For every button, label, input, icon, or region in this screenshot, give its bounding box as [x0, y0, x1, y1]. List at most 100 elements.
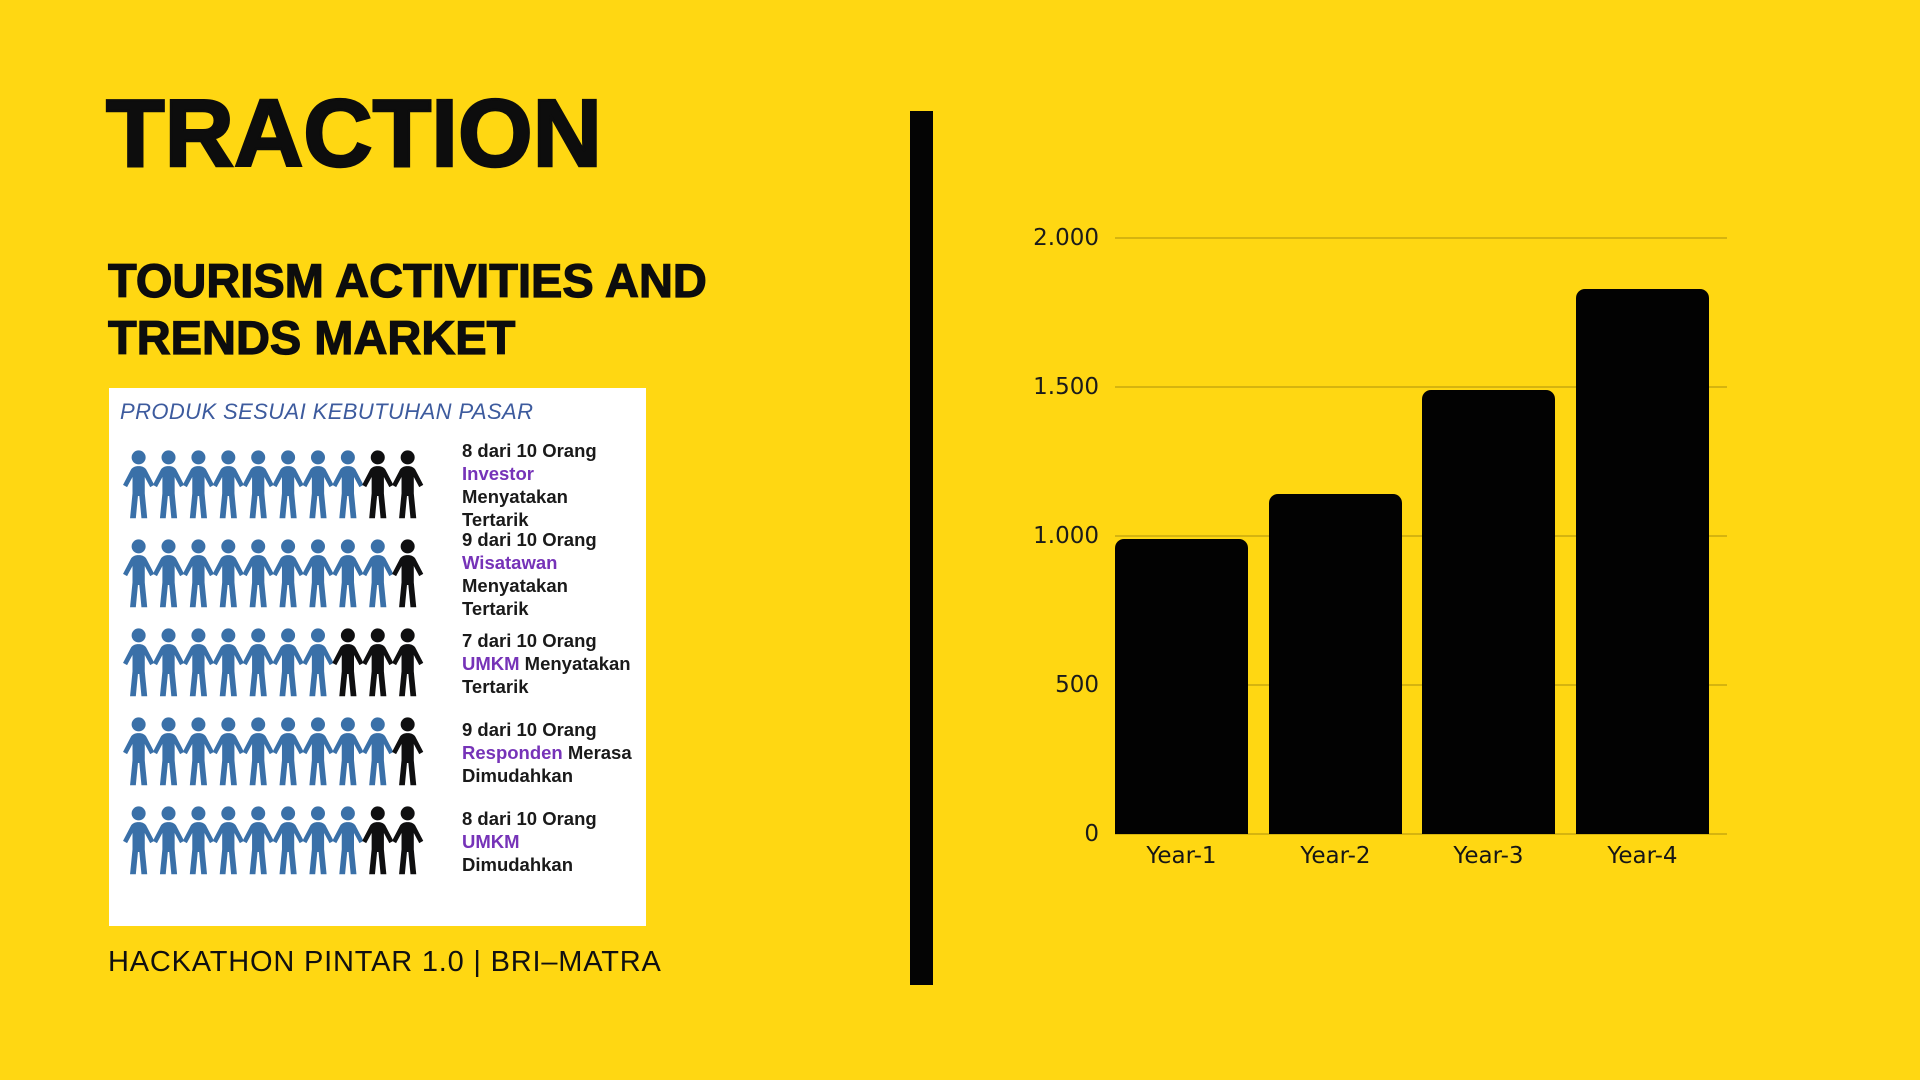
chart-bar-year-2: [1269, 494, 1402, 834]
row-caption: 7 dari 10 Orang UMKM Menyatakan Tertarik: [462, 629, 634, 698]
chart-y-tick-label: 2.000: [1033, 225, 1099, 251]
person-icon: [242, 450, 274, 519]
person-icons-row: [123, 717, 424, 786]
row-count-text: 8 dari 10 Orang: [462, 440, 597, 461]
person-icons-row: [123, 450, 424, 519]
person-icon: [182, 539, 215, 608]
person-icon: [392, 806, 424, 875]
slide-title: TRACTION: [105, 80, 603, 187]
person-icon: [152, 450, 185, 519]
row-detail-text: Responden Merasa Dimudahkan: [462, 741, 634, 787]
person-icon: [332, 539, 364, 608]
person-icon: [152, 717, 185, 786]
person-icons-row: [123, 806, 424, 875]
chart-y-tick-label: 0: [1084, 821, 1099, 847]
person-icon: [182, 450, 215, 519]
person-icon: [123, 450, 155, 519]
person-icon: [152, 806, 185, 875]
person-icon: [182, 806, 215, 875]
chart-gridline: [1115, 535, 1727, 537]
infographic-row: 8 dari 10 Orang UMKM Dimudahkan: [117, 803, 634, 879]
row-count-text: 8 dari 10 Orang: [462, 807, 597, 829]
person-icon: [392, 717, 424, 786]
row-keyword: UMKM: [462, 830, 520, 852]
person-icon: [272, 539, 304, 608]
chart-x-tick-label: Year-2: [1300, 843, 1371, 869]
row-detail-text: UMKM Menyatakan Tertarik: [462, 652, 634, 698]
person-icon: [302, 806, 334, 875]
chart-gridline: [1115, 833, 1727, 835]
person-icon: [212, 450, 244, 519]
row-detail-text: Wisatawan Menyatakan Tertarik: [462, 551, 634, 620]
chart-gridline: [1115, 237, 1727, 239]
person-icon: [123, 806, 155, 875]
person-icon: [242, 628, 274, 697]
row-caption: 8 dari 10 Orang UMKM Dimudahkan: [462, 807, 634, 876]
chart-gridline: [1115, 684, 1727, 686]
chart-x-tick-label: Year-4: [1607, 843, 1678, 869]
row-count-text: 9 dari 10 Orang: [462, 529, 597, 550]
row-keyword: Responden: [462, 741, 563, 763]
person-icons-row: [123, 628, 424, 697]
person-icon: [302, 539, 334, 608]
row-rest-text: Menyatakan Tertarik: [462, 575, 568, 619]
subtitle-line-2: TRENDS MARKET: [107, 310, 516, 364]
infographic-panel: PRODUK SESUAI KEBUTUHAN PASAR 8 dari 10 …: [109, 388, 646, 926]
row-caption: 8 dari 10 Orang Investor Menyatakan Terta…: [462, 439, 634, 531]
row-detail-text: Investor Menyatakan Tertarik: [462, 462, 634, 531]
person-icon: [392, 539, 424, 608]
chart-x-tick-label: Year-3: [1453, 843, 1524, 869]
person-icons-row: [123, 539, 424, 608]
person-icon: [362, 450, 394, 519]
person-icon: [242, 539, 274, 608]
row-rest-text: Merasa Dimudahkan: [462, 741, 632, 786]
chart-gridline: [1115, 386, 1727, 388]
row-keyword: Wisatawan: [462, 552, 558, 573]
person-icon: [182, 628, 215, 697]
person-icon: [272, 450, 304, 519]
person-icon: [272, 717, 304, 786]
person-icon: [302, 717, 334, 786]
person-icon: [362, 628, 394, 697]
person-icon: [212, 806, 244, 875]
person-icon: [152, 628, 185, 697]
infographic-row: 8 dari 10 Orang Investor Menyatakan Terta…: [117, 440, 634, 530]
person-icon: [212, 717, 244, 786]
row-rest-text: Menyatakan Tertarik: [462, 652, 631, 697]
person-icon: [362, 806, 394, 875]
person-icon: [212, 539, 244, 608]
row-detail-text: UMKM Dimudahkan: [462, 830, 634, 876]
infographic-row: 7 dari 10 Orang UMKM Menyatakan Tertarik: [117, 625, 634, 701]
chart-x-tick-label: Year-1: [1146, 843, 1217, 869]
row-rest-text: Dimudahkan: [462, 853, 574, 875]
row-count-text: 9 dari 10 Orang: [462, 718, 597, 740]
subtitle-line-1: TOURISM ACTIVITIES AND: [107, 253, 707, 307]
person-icon: [302, 628, 334, 697]
row-caption: 9 dari 10 Orang Wisatawan Menyatakan Tert…: [462, 528, 634, 620]
infographic-row: 9 dari 10 Orang Wisatawan Menyatakan Tert…: [117, 529, 634, 619]
bar-chart-plot: 0 500 1.000 1.500 2.000 Year-1 Year-2 Year-3 Yea…: [1033, 225, 1727, 869]
row-keyword: Investor: [462, 463, 534, 484]
person-icon: [123, 717, 155, 786]
infographic-rows: 8 dari 10 Orang Investor Menyatakan Terta…: [117, 440, 634, 879]
person-icon: [182, 717, 215, 786]
person-icon: [272, 806, 304, 875]
footer-credit: HACKATHON PINTAR 1.0 | BRI–MATRA: [108, 946, 662, 978]
chart-bar-year-4: [1576, 289, 1709, 834]
person-icon: [362, 717, 394, 786]
person-icon: [332, 450, 364, 519]
person-icon: [242, 806, 274, 875]
person-icon: [362, 539, 394, 608]
row-count-text: 7 dari 10 Orang: [462, 629, 597, 651]
person-icon: [123, 628, 155, 697]
person-icon: [272, 628, 304, 697]
person-icon: [152, 539, 185, 608]
person-icon: [392, 628, 424, 697]
slide-subtitle: TOURISM ACTIVITIES AND TRENDS MARKET: [107, 252, 707, 366]
person-icon: [242, 717, 274, 786]
person-icon: [332, 806, 364, 875]
row-rest-text: Menyatakan Tertarik: [462, 486, 568, 530]
chart-y-tick-label: 1.500: [1033, 374, 1099, 400]
chart-bar-year-1: [1115, 539, 1248, 834]
